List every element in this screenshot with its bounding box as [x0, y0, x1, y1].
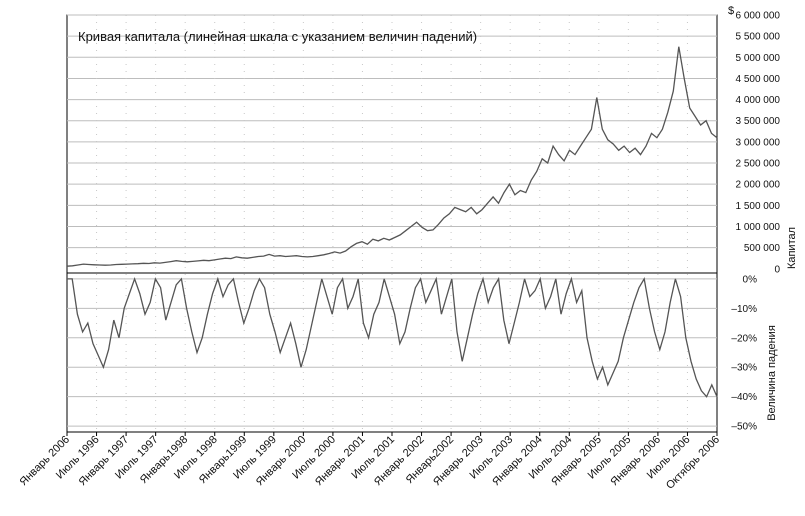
drawdown-axis-title: Величина падения [766, 325, 778, 421]
drawdown-y-tick-label: 0% [743, 274, 758, 285]
equity-y-tick-label: 3 000 000 [736, 137, 781, 148]
drawdown-y-tick-label: –40% [731, 392, 757, 403]
equity-y-tick-label: 0 [774, 264, 780, 275]
equity-y-tick-label: 4 500 000 [736, 74, 781, 85]
equity-y-tick-label: 2 000 000 [736, 180, 781, 191]
x-tick-label: Январь 2006 [18, 434, 73, 489]
equity-y-tick-label: 5 500 000 [736, 32, 781, 43]
equity-y-tick-label: 6 000 000 [736, 11, 781, 22]
equity-y-tick-label: 1 500 000 [736, 201, 781, 212]
chart-title: Кривая капитала (линейная шкала с указан… [78, 29, 477, 44]
equity-y-tick-label: 500 000 [744, 243, 781, 254]
equity-y-tick-label: 1 000 000 [736, 222, 781, 233]
equity-y-tick-label: 3 500 000 [736, 116, 781, 127]
equity-axis-title: Капитал [786, 227, 798, 269]
equity-panel-frame [66, 14, 718, 274]
equity-y-tick-label: 4 000 000 [736, 95, 781, 106]
equity-y-tick-label: 2 500 000 [736, 159, 781, 170]
equity-unit-label: $ [728, 5, 734, 17]
equity-series-line [66, 46, 718, 267]
drawdown-y-tick-label: –30% [731, 363, 757, 374]
x-tick-label: Октябрь 2006 [664, 434, 722, 492]
equity-y-tick-labels: 0 500 000 1 000 000 1 500 000 2 000 000 2 500… [736, 11, 781, 276]
drawdown-panel-frame [66, 272, 718, 433]
drawdown-y-tick-label: –50% [731, 422, 757, 433]
drawdown-y-tick-label: –10% [731, 304, 757, 315]
drawdown-y-tick-labels: 0% –10% –20% –30% –40% –50% [731, 274, 757, 432]
equity-y-tick-label: 5 000 000 [736, 53, 781, 64]
drawdown-y-tick-label: –20% [731, 333, 757, 344]
drawdown-series-line [67, 276, 718, 398]
